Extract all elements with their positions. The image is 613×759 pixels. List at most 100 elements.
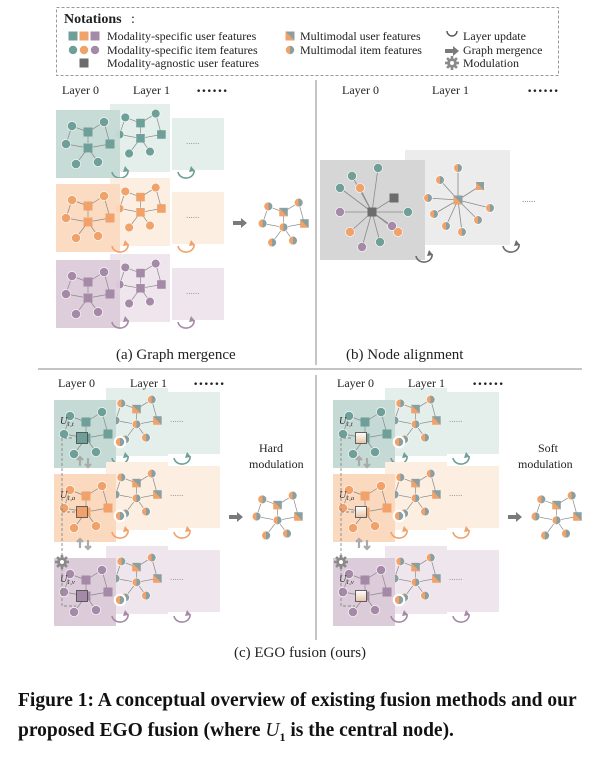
item-node	[540, 530, 550, 541]
item-node	[457, 227, 467, 237]
item-node	[426, 468, 436, 479]
layer-update-arrowhead	[464, 452, 470, 458]
item-node	[61, 139, 71, 149]
legend-colon: :	[131, 12, 135, 27]
item-node	[99, 191, 109, 201]
ego-user-outline	[76, 590, 88, 602]
ego-user-outline	[76, 506, 88, 518]
layer-update-arrowhead	[185, 452, 191, 458]
user-node	[103, 587, 113, 597]
user-node	[83, 277, 93, 287]
legend-label: Layer update	[463, 29, 526, 43]
panel-c-caption: (c) EGO fusion (ours)	[234, 645, 366, 661]
item-node	[387, 221, 397, 231]
center-user-node	[136, 134, 145, 143]
layer-update-icon	[177, 319, 195, 329]
exchange-arrow	[76, 537, 84, 548]
item-node	[145, 220, 155, 231]
more-layers-dots: ••••••	[472, 380, 504, 390]
item-node	[376, 481, 386, 491]
item-node	[473, 215, 483, 225]
modulated-node	[394, 437, 404, 447]
placeholder-dots: ......	[186, 286, 200, 296]
figure-canvas: Notations: Modality-specific user feature…	[38, 7, 582, 661]
user-node	[103, 429, 113, 439]
item-node	[93, 307, 103, 317]
ego-user-node	[76, 590, 88, 602]
item-node	[131, 419, 142, 429]
exchange-arrow	[355, 455, 363, 466]
user-node	[83, 201, 93, 211]
modulation-icon	[445, 56, 459, 70]
item-node	[71, 159, 81, 169]
user-node	[136, 268, 145, 278]
ego-user-outline	[355, 432, 367, 444]
legend-label: Graph mergence	[463, 43, 542, 57]
user-node	[573, 512, 582, 521]
item-node	[288, 235, 298, 246]
user-node	[157, 280, 166, 289]
item-node	[145, 146, 155, 157]
placeholder-dots: ......	[170, 572, 184, 582]
user-node	[360, 491, 370, 501]
edge	[371, 211, 381, 243]
item-node	[91, 605, 101, 615]
item-node	[370, 521, 380, 531]
caption-symbol: U	[265, 720, 280, 741]
layer-1-label: Layer 1	[432, 83, 469, 97]
user-node	[153, 490, 162, 499]
item-node	[530, 511, 541, 522]
item-node	[435, 175, 445, 185]
legend-label: Modulation	[463, 56, 519, 70]
exchange-arrow	[84, 458, 92, 469]
graph-mergence-arrow	[229, 512, 243, 522]
item-node	[65, 411, 75, 421]
user-node	[411, 478, 420, 488]
item-node	[91, 447, 101, 457]
item-node	[344, 411, 354, 421]
layer-update-arrowhead	[427, 250, 433, 256]
user-node	[552, 500, 561, 510]
layer-update-arrowhead	[514, 240, 520, 246]
user-node	[382, 429, 392, 439]
user-node	[432, 416, 441, 425]
item-node	[348, 523, 358, 533]
item-node	[59, 503, 69, 513]
user-node	[157, 204, 166, 213]
caption-main: Figure 1: A conceptual overview of exist…	[18, 690, 577, 741]
multimodal-user-node	[476, 182, 484, 190]
item-node	[429, 209, 439, 219]
user-node	[432, 490, 441, 499]
agnostic-user-swatch	[79, 58, 89, 68]
ego-user-outline	[355, 590, 367, 602]
exchange-arrow	[84, 540, 92, 551]
panel-b-caption: (b) Node alignment	[346, 347, 464, 363]
item-node	[410, 419, 421, 429]
item-node	[335, 207, 345, 217]
item-node	[373, 163, 383, 173]
user-node	[360, 575, 370, 585]
layer-placeholder-card	[160, 550, 220, 612]
user-node	[105, 139, 115, 149]
item-node	[59, 429, 69, 439]
gear-hole	[339, 560, 343, 564]
item-node	[67, 121, 77, 131]
edge	[361, 211, 373, 248]
user-node	[136, 192, 145, 202]
item-node	[420, 590, 430, 601]
center-user-node	[83, 143, 93, 153]
user-node	[273, 500, 282, 510]
item-node	[395, 556, 405, 567]
item-node	[485, 203, 495, 213]
item-node	[561, 528, 571, 539]
item-node	[65, 569, 75, 579]
user-node	[153, 416, 162, 425]
layer-0-label: Layer 0	[342, 83, 379, 97]
layer-update-arrowhead	[123, 452, 129, 458]
ego-user-label: U	[339, 490, 347, 501]
item-node	[71, 309, 81, 319]
item-node	[141, 590, 151, 601]
item-node	[147, 394, 157, 405]
item-node	[338, 503, 348, 513]
item-node	[257, 494, 267, 505]
